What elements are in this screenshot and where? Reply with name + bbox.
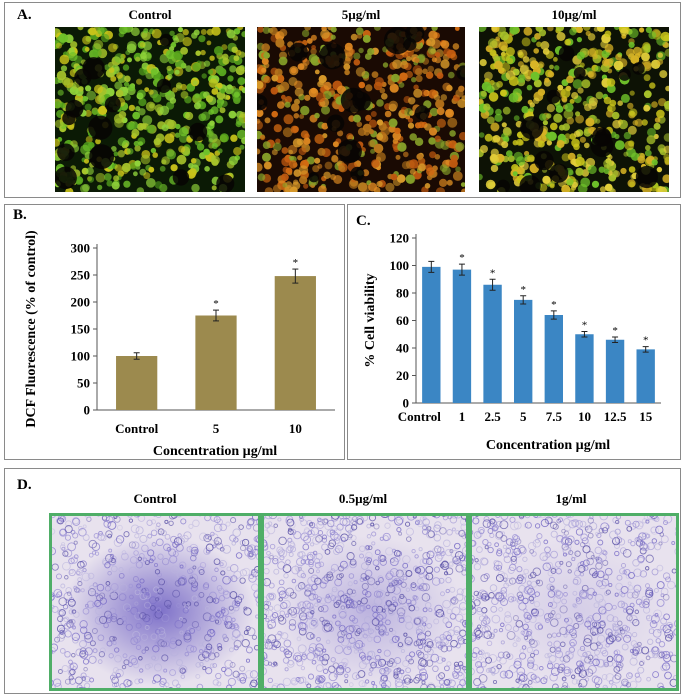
panel-d-caption-control: Control xyxy=(133,491,177,506)
dcf-fluorescence-chart: 0 50 100 150 200 250 300 Control * 5 * 10 Concentrat… xyxy=(24,230,335,459)
viability-significance-1: * xyxy=(459,252,465,264)
dcf-category-label-0: Control xyxy=(115,421,158,436)
dcf-bar-0 xyxy=(116,356,158,410)
dcf-y-axis-title: DCF Fluorescence (% of control) xyxy=(24,230,39,428)
panel-b: B. 0 50 100 150 200 250 300 Control * 5 * 10 Concent… xyxy=(4,204,345,460)
panel-a-caption-10ug: 10µg/ml xyxy=(551,7,597,22)
viability-x-axis-title: Concentration µg/ml xyxy=(486,438,610,453)
viability-bar-7 xyxy=(636,349,655,403)
viability-bar-6 xyxy=(605,339,625,403)
viability-category-label-0: Control xyxy=(398,409,441,424)
panel-d-label: D. xyxy=(17,477,32,493)
viability-y-tick-label: 40 xyxy=(396,341,409,356)
viability-bar-4 xyxy=(544,315,563,403)
viability-significance-2: * xyxy=(490,267,496,279)
viability-y-axis-title: % Cell viability xyxy=(363,273,378,367)
viability-category-label-5: 10 xyxy=(578,409,591,424)
dcf-x-axis-title: Concentration µg/ml xyxy=(153,444,277,459)
fluorescence-image-5ug xyxy=(257,27,465,192)
dcf-y-tick-label: 300 xyxy=(71,241,91,256)
dcf-y-tick-label: 0 xyxy=(84,403,91,418)
dcf-y-tick-label: 100 xyxy=(71,349,91,364)
panel-a-caption-5ug: 5µg/ml xyxy=(341,7,381,22)
viability-category-label-1: 1 xyxy=(459,409,466,424)
cell-viability-chart: 0 20 40 60 80 100 120 Control * 1 * 2.5 * 5 * 7.5 * 10 * 12… xyxy=(363,231,661,453)
stain-image-0-5ug xyxy=(261,513,469,691)
viability-bar-5 xyxy=(575,334,594,403)
stain-image-1g xyxy=(469,513,679,691)
viability-significance-4: * xyxy=(551,299,557,311)
stain-image-control xyxy=(49,513,261,691)
viability-y-tick-label: 80 xyxy=(396,286,409,301)
viability-bar-0 xyxy=(422,266,441,403)
panel-d-caption-0-5ug: 0.5µg/ml xyxy=(338,491,388,506)
viability-category-label-3: 5 xyxy=(520,409,527,424)
fluorescence-image-10ug xyxy=(479,27,669,192)
viability-significance-7: * xyxy=(643,335,649,347)
fluorescence-image-control xyxy=(55,27,245,192)
viability-category-label-7: 15 xyxy=(639,409,653,424)
viability-category-label-2: 2.5 xyxy=(484,409,501,424)
viability-bar-1 xyxy=(452,269,472,403)
viability-significance-6: * xyxy=(612,325,618,337)
dcf-y-tick-label: 200 xyxy=(71,295,91,310)
panel-b-label: B. xyxy=(13,207,27,223)
panel-a-caption-control: Control xyxy=(128,7,172,22)
viability-y-tick-label: 20 xyxy=(396,368,409,383)
dcf-y-tick-label: 50 xyxy=(77,376,90,391)
dcf-y-tick-label: 150 xyxy=(71,322,91,337)
viability-significance-3: * xyxy=(520,284,526,296)
dcf-category-label-2: 10 xyxy=(289,421,302,436)
dcf-y-tick-label: 250 xyxy=(71,268,91,283)
viability-y-tick-label: 60 xyxy=(396,313,409,328)
panel-a: A. Control 5µg/ml 10µg/ml xyxy=(4,2,681,198)
viability-y-tick-label: 100 xyxy=(390,258,410,273)
panel-a-label: A. xyxy=(17,7,32,23)
dcf-significance-2: * xyxy=(293,257,299,269)
viability-category-label-4: 7.5 xyxy=(546,409,563,424)
viability-bar-3 xyxy=(514,299,533,403)
dcf-bar-1 xyxy=(195,315,237,410)
dcf-significance-1: * xyxy=(213,298,219,310)
viability-y-tick-label: 120 xyxy=(390,231,410,246)
panel-d: D. Control 0.5µg/ml 1g/ml xyxy=(4,468,681,694)
panel-c-label: C. xyxy=(356,213,371,229)
viability-significance-5: * xyxy=(582,320,588,332)
panel-c: C. 0 20 40 60 80 100 120 Control * 1 * 2.5 * 5 * 7.5 * 10… xyxy=(347,204,681,460)
viability-category-label-6: 12.5 xyxy=(604,409,627,424)
dcf-category-label-1: 5 xyxy=(213,421,220,436)
viability-bar-2 xyxy=(483,284,502,403)
panel-d-caption-1g: 1g/ml xyxy=(555,491,587,506)
dcf-bar-2 xyxy=(274,276,316,410)
viability-y-tick-label: 0 xyxy=(403,396,410,411)
